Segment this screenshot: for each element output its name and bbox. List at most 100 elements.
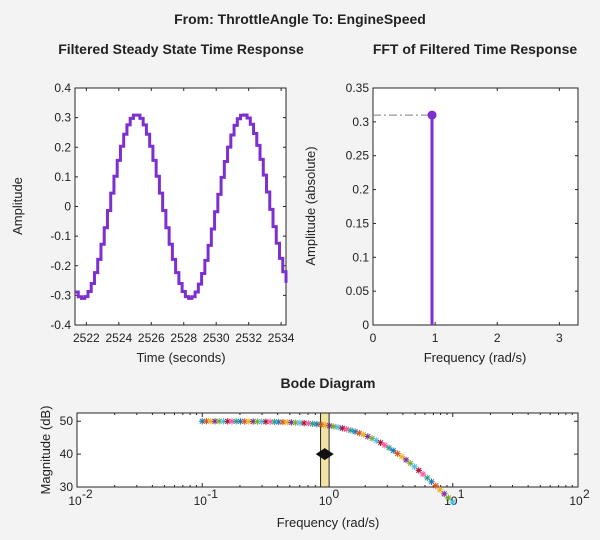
fft-plot-title: FFT of Filtered Time Response <box>373 41 578 57</box>
time-ytick-label: -0.4 <box>50 318 71 332</box>
bode-xtick-label: 10 <box>68 494 82 508</box>
bode-magnitude-star <box>343 426 350 433</box>
bode-magnitude-star <box>377 439 384 446</box>
star-stroke <box>360 431 367 438</box>
star-stroke <box>229 418 235 425</box>
time-xtick-label: 2524 <box>105 331 132 345</box>
star-stroke <box>224 418 231 425</box>
fft-ytick-label: 0.15 <box>346 216 370 230</box>
star-stroke <box>301 420 307 426</box>
time-ticks: 2522 2524 2526 2528 2530 2532 2534 -0.4 -0.3 -0.2… <box>50 81 294 345</box>
star-stroke <box>433 482 439 489</box>
star-stroke <box>331 423 337 430</box>
time-ytick-label: -0.2 <box>50 259 71 273</box>
bode-magnitude-star <box>347 427 355 434</box>
star-stroke <box>373 437 380 444</box>
fft-ytick-label: 0.25 <box>346 149 370 163</box>
time-ylabel: Amplitude <box>10 177 25 235</box>
bode-magnitude-star <box>390 447 397 454</box>
bode-xtick-exponent: -1 <box>207 487 218 501</box>
star-stroke <box>267 419 273 425</box>
star-stroke <box>292 419 299 426</box>
star-stroke <box>343 426 350 432</box>
bode-magnitude-star <box>313 420 321 428</box>
bode-magnitude-star <box>262 418 270 425</box>
star-stroke <box>246 418 252 425</box>
bode-magnitude-star <box>428 478 435 485</box>
star-stroke <box>352 428 358 435</box>
star-stroke <box>365 433 371 440</box>
bode-magnitude-star <box>275 418 282 426</box>
star-stroke <box>420 471 426 477</box>
star-stroke <box>326 423 333 429</box>
star-stroke <box>445 495 452 501</box>
bode-magnitude-star <box>394 450 401 457</box>
star-stroke <box>377 440 384 446</box>
bode-magnitude-star <box>339 424 346 432</box>
bode-xtick-exponent: 0 <box>333 487 340 501</box>
bode-magnitude-star <box>449 498 456 506</box>
bode-magnitude-star <box>432 482 439 489</box>
star-stroke <box>258 418 265 425</box>
time-ytick-label: 0.3 <box>54 111 71 125</box>
bode-magnitude-markers <box>199 418 456 506</box>
fft-ytick-label: 0.1 <box>352 250 369 264</box>
star-stroke <box>424 475 431 481</box>
time-xtick-label: 2528 <box>170 331 197 345</box>
star-stroke <box>399 453 405 460</box>
fft-xtick-label: 2 <box>494 331 501 345</box>
star-stroke <box>254 418 261 425</box>
time-plot-title: Filtered Steady State Time Response <box>58 41 304 57</box>
bode-magnitude-star <box>373 437 380 444</box>
bode-magnitude-star <box>398 453 406 460</box>
star-stroke <box>348 427 354 434</box>
star-stroke <box>237 418 244 425</box>
star-stroke <box>394 450 401 457</box>
fft-plot-axes <box>372 87 579 326</box>
figure-title: From: ThrottleAngle To: EngineSpeed <box>174 11 426 27</box>
star-stroke <box>322 422 329 428</box>
bode-xtick-exponent: 2 <box>583 487 590 501</box>
star-stroke <box>437 487 443 493</box>
fft-ytick-label: 0.35 <box>346 81 370 95</box>
star-stroke <box>212 418 218 425</box>
star-stroke <box>288 419 295 426</box>
fft-ylabel: Amplitude (absolute) <box>303 146 318 265</box>
bode-xtick-label: 10 <box>194 494 208 508</box>
bode-magnitude-star <box>407 460 414 467</box>
star-stroke <box>339 425 346 431</box>
bode-ytick-label: 40 <box>60 447 74 461</box>
time-response-plot[interactable]: Filtered Steady State Time Response 2522… <box>10 41 304 365</box>
star-stroke <box>241 418 248 425</box>
bode-magnitude-star <box>441 490 448 498</box>
bode-plot-title: Bode Diagram <box>281 375 376 391</box>
frequency-marker-diamond[interactable] <box>315 448 334 461</box>
star-stroke <box>386 445 392 451</box>
bode-xtick-label: 10 <box>319 494 333 508</box>
fft-ytick-label: 0 <box>362 318 369 332</box>
bode-ytick-label: 30 <box>60 480 74 494</box>
bode-xtick-label: 10 <box>569 494 583 508</box>
fft-xtick-label: 1 <box>432 331 439 345</box>
bode-magnitude-star <box>254 418 261 425</box>
star-stroke <box>216 418 222 425</box>
fft-xlabel: Frequency (rad/s) <box>424 350 527 365</box>
bode-magnitude-star <box>411 463 418 470</box>
star-stroke <box>297 420 303 426</box>
time-ytick-label: 0.1 <box>54 170 71 184</box>
star-stroke <box>263 418 269 425</box>
fft-plot[interactable]: FFT of Filtered Time Response 0 1 2 300.050… <box>303 41 579 365</box>
bode-magnitude-star <box>322 421 329 429</box>
bode-magnitude-star <box>402 456 410 464</box>
star-stroke <box>207 418 214 425</box>
time-response-line <box>75 113 288 300</box>
bode-magnitude-star <box>381 442 389 449</box>
star-stroke <box>275 419 282 425</box>
bode-xtick-exponent: 1 <box>458 487 465 501</box>
star-stroke <box>250 418 256 425</box>
time-ytick-label: 0.2 <box>54 140 71 154</box>
bode-magnitude-star <box>445 494 452 502</box>
bode-magnitude-star <box>245 418 253 425</box>
